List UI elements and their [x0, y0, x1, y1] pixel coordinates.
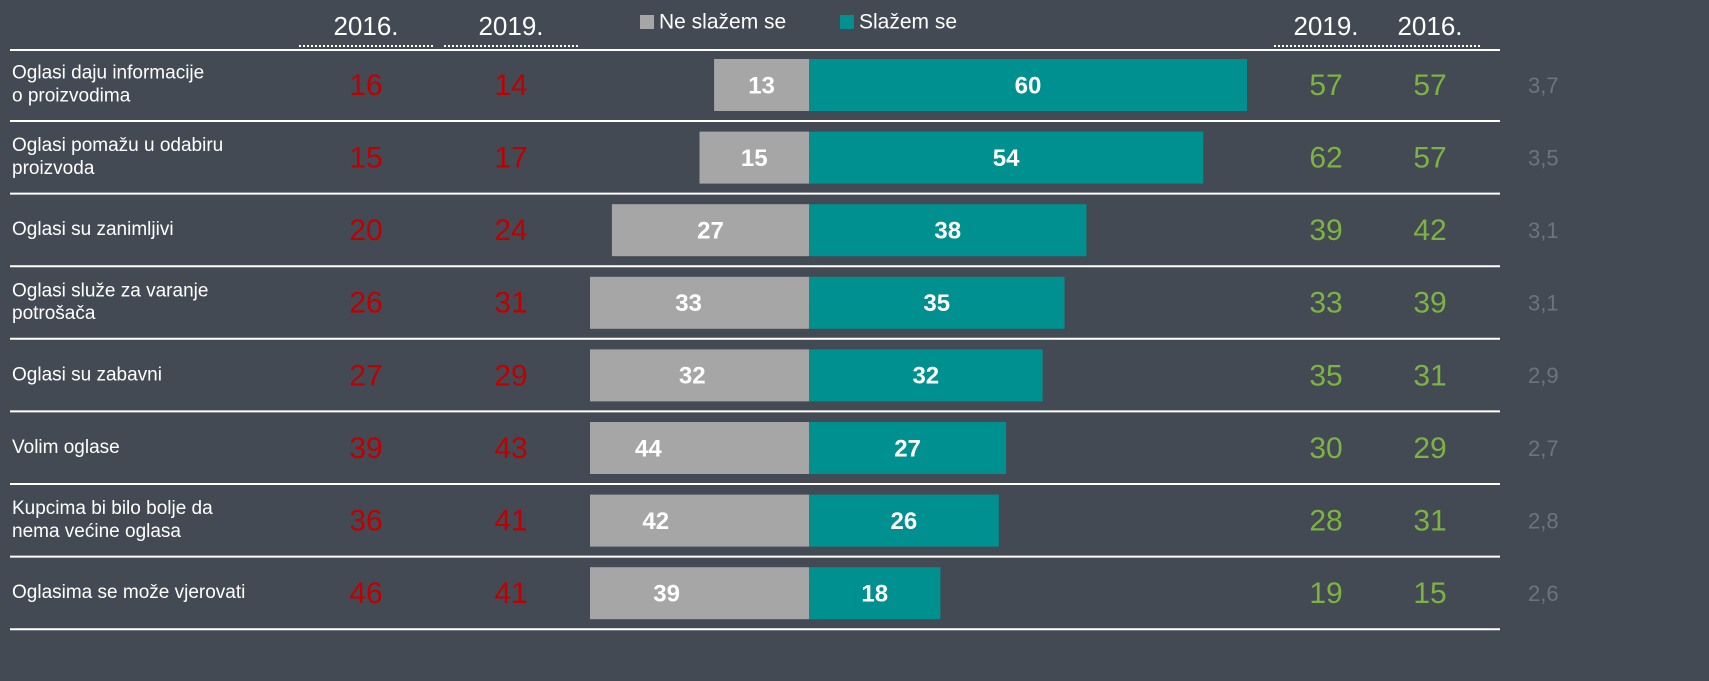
mean-value: 3,5 — [1528, 145, 1559, 170]
bar-label: 38 — [934, 218, 961, 245]
column-header: 2016. — [333, 11, 398, 41]
column-value: 39 — [1309, 214, 1342, 247]
column-value: 57 — [1309, 69, 1342, 102]
legend-label: Ne slažem se — [659, 11, 786, 34]
column-value: 36 — [349, 505, 382, 538]
column-value: 30 — [1309, 432, 1342, 465]
bar — [809, 276, 1065, 329]
mean-value: 2,9 — [1528, 363, 1559, 388]
column-value: 62 — [1309, 142, 1342, 175]
mean-value: 2,8 — [1528, 508, 1559, 533]
column-value: 15 — [349, 142, 382, 175]
bar-label: 15 — [741, 145, 768, 172]
column-value: 41 — [494, 505, 527, 538]
bar-label: 32 — [679, 363, 706, 390]
bar-label: 18 — [861, 581, 888, 608]
column-value: 29 — [1413, 432, 1446, 465]
column-value: 33 — [1309, 287, 1342, 320]
bar-label: 27 — [894, 435, 921, 462]
column-value: 39 — [1413, 287, 1446, 320]
bar-label: 35 — [923, 290, 950, 317]
column-value: 16 — [349, 69, 382, 102]
legend-label: Slažem se — [859, 11, 957, 34]
bar — [809, 567, 941, 620]
bar — [809, 204, 1087, 257]
column-value: 39 — [349, 432, 382, 465]
mean-value: 3,1 — [1528, 218, 1559, 243]
mean-value: 2,7 — [1528, 436, 1559, 461]
bar — [590, 567, 809, 620]
bar — [809, 131, 1204, 184]
column-value: 15 — [1413, 577, 1446, 610]
bar-label: 33 — [675, 290, 702, 317]
column-value: 57 — [1413, 69, 1446, 102]
bar-label: 26 — [891, 508, 918, 535]
column-value: 24 — [494, 214, 527, 247]
mean-value: 3,7 — [1528, 73, 1559, 98]
row-label: Oglasi služe za varanje potrošača — [12, 280, 208, 324]
column-value: 19 — [1309, 577, 1342, 610]
column-header: 2019. — [478, 11, 543, 41]
bar — [590, 349, 809, 402]
column-value: 41 — [494, 577, 527, 610]
bar-label: 42 — [642, 508, 669, 535]
bar-area — [590, 59, 1247, 620]
column-value: 14 — [494, 69, 527, 102]
row-label: Volim oglase — [12, 437, 120, 458]
bar — [809, 59, 1247, 111]
column-value: 28 — [1309, 505, 1342, 538]
legend-swatch — [640, 15, 654, 29]
bar — [590, 276, 809, 329]
row-label: Oglasi su zabavni — [12, 364, 162, 385]
bar-label: 27 — [697, 218, 724, 245]
bar-label: 13 — [748, 72, 775, 99]
bar — [590, 494, 809, 547]
bar — [809, 422, 1007, 474]
row-label: Oglasi su zanimljivi — [12, 219, 174, 240]
column-value: 20 — [349, 214, 382, 247]
bar-label: 60 — [1015, 72, 1042, 99]
column-header: 2016. — [1397, 11, 1462, 41]
bar-label: 32 — [912, 363, 939, 390]
column-value: 43 — [494, 432, 527, 465]
mean-value: 3,1 — [1528, 291, 1559, 316]
row-label: Oglasima se može vjerovati — [12, 582, 245, 603]
column-value: 26 — [349, 287, 382, 320]
bar-label: 39 — [653, 581, 680, 608]
column-value: 57 — [1413, 142, 1446, 175]
mean-value: 2,6 — [1528, 581, 1559, 606]
bar — [809, 494, 999, 547]
column-value: 31 — [494, 287, 527, 320]
bar — [714, 59, 809, 111]
column-value: 29 — [494, 359, 527, 392]
bar — [699, 131, 809, 184]
bar — [809, 349, 1043, 402]
row-label: Oglasi pomažu u odabiru proizvoda — [12, 135, 223, 179]
column-value: 42 — [1413, 214, 1446, 247]
column-value: 46 — [349, 577, 382, 610]
row-label: Oglasi daju informacije o proizvodima — [12, 63, 204, 107]
row-label: Kupcima bi bilo bolje da nema većine ogla… — [12, 498, 213, 542]
column-value: 27 — [349, 359, 382, 392]
bar — [590, 422, 809, 474]
column-header: 2019. — [1293, 11, 1358, 41]
bar-label: 44 — [635, 435, 662, 462]
column-value: 31 — [1413, 359, 1446, 392]
legend-swatch — [840, 15, 854, 29]
column-value: 31 — [1413, 505, 1446, 538]
bar-label: 54 — [993, 145, 1020, 172]
bar — [611, 204, 809, 257]
column-value: 35 — [1309, 359, 1342, 392]
column-value: 17 — [494, 142, 527, 175]
